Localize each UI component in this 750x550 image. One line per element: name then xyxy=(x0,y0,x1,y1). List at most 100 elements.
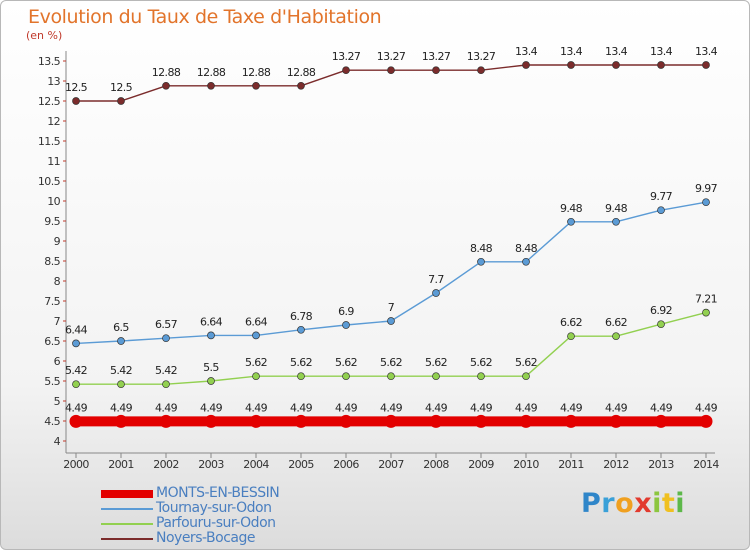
logo-letter: i xyxy=(675,488,686,519)
data-point xyxy=(117,97,125,105)
data-point xyxy=(432,372,440,381)
data-label: 4.49 xyxy=(515,401,538,414)
x-tick-label: 2007 xyxy=(378,458,404,471)
data-label: 6.44 xyxy=(65,323,88,336)
data-label: 6.62 xyxy=(605,316,627,329)
x-tick-label: 2012 xyxy=(603,458,629,471)
x-tick-label: 2009 xyxy=(468,458,494,471)
x-tick-label: 2013 xyxy=(648,458,674,471)
legend-item-monts-en-bessin: MONTS-EN-BESSIN xyxy=(101,485,361,501)
legend-swatch xyxy=(101,523,153,525)
data-label: 13.27 xyxy=(422,50,451,63)
data-label: 4.49 xyxy=(380,401,403,414)
data-label: 7 xyxy=(388,301,395,314)
data-point xyxy=(567,61,575,69)
logo-letter: P xyxy=(581,488,602,519)
data-point xyxy=(567,332,575,341)
data-label: 13.27 xyxy=(332,50,361,63)
data-point xyxy=(387,317,395,325)
y-tick-label: 4 xyxy=(54,435,61,448)
data-point xyxy=(297,81,305,90)
data-point xyxy=(159,414,173,428)
data-label: 13.4 xyxy=(560,45,583,58)
y-tick-label: 10 xyxy=(47,195,60,208)
data-point xyxy=(252,81,260,90)
data-label: 4.49 xyxy=(65,401,88,414)
data-point xyxy=(432,289,440,297)
proxiti-logo: Proxiti xyxy=(581,488,685,519)
x-tick-label: 2006 xyxy=(333,458,359,471)
data-label: 5.62 xyxy=(380,356,402,369)
data-label: 4.49 xyxy=(110,401,133,414)
chart-title: Evolution du Taux de Taxe d'Habitation xyxy=(28,6,382,28)
data-label: 4.49 xyxy=(200,401,223,414)
y-tick-label: 4.5 xyxy=(44,415,60,428)
data-point xyxy=(72,339,80,348)
data-point xyxy=(567,217,575,226)
data-label: 9.48 xyxy=(560,202,583,215)
data-label: 8.48 xyxy=(515,242,538,255)
data-point xyxy=(657,320,665,329)
logo-letter: i xyxy=(652,488,662,519)
data-point xyxy=(342,372,350,381)
data-point xyxy=(162,334,170,343)
y-tick-label: 9.5 xyxy=(44,215,60,228)
data-point xyxy=(72,380,80,389)
data-label: 4.49 xyxy=(695,401,718,414)
y-tick-label: 7 xyxy=(54,315,61,328)
data-point xyxy=(162,380,170,389)
data-label: 13.4 xyxy=(650,45,673,58)
logo-letter: r xyxy=(601,488,616,519)
data-point xyxy=(612,332,620,341)
x-tick-label: 2001 xyxy=(108,458,134,471)
y-tick-label: 11 xyxy=(47,155,60,168)
data-point xyxy=(252,372,260,381)
y-tick-label: 6.5 xyxy=(44,335,60,348)
x-tick-label: 2002 xyxy=(153,458,179,471)
data-label: 6.92 xyxy=(650,304,672,317)
data-label: 4.49 xyxy=(335,401,358,414)
data-label: 12.88 xyxy=(152,66,181,79)
y-tick-label: 5.5 xyxy=(44,375,60,388)
data-label: 4.49 xyxy=(290,401,313,414)
data-point xyxy=(207,331,215,340)
data-label: 5.62 xyxy=(335,356,357,369)
data-point xyxy=(702,308,710,317)
y-tick-label: 8.5 xyxy=(44,255,60,268)
data-point xyxy=(294,414,308,428)
data-point xyxy=(564,414,578,428)
data-point xyxy=(477,66,485,75)
data-point xyxy=(522,372,530,381)
data-label: 13.4 xyxy=(515,45,538,58)
data-label: 13.27 xyxy=(467,50,496,63)
data-point xyxy=(114,414,128,428)
y-tick-label: 13.5 xyxy=(38,55,61,68)
data-label: 12.88 xyxy=(197,66,226,79)
data-point xyxy=(432,66,440,75)
data-label: 4.49 xyxy=(245,401,268,414)
data-label: 13.4 xyxy=(695,45,718,58)
data-label: 13.4 xyxy=(605,45,628,58)
data-point xyxy=(612,217,620,226)
data-point xyxy=(699,414,713,428)
data-label: 8.48 xyxy=(470,242,493,255)
x-tick-label: 2010 xyxy=(513,458,539,471)
data-point xyxy=(162,81,170,90)
data-point xyxy=(297,325,305,334)
data-point xyxy=(522,257,530,266)
data-point xyxy=(657,61,665,69)
x-tick-label: 2004 xyxy=(243,458,269,471)
data-label: 5.62 xyxy=(425,356,447,369)
data-label: 4.49 xyxy=(470,401,493,414)
logo-letter: o xyxy=(615,488,635,519)
data-label: 9.48 xyxy=(605,202,628,215)
data-label: 12.5 xyxy=(65,81,88,94)
data-point xyxy=(657,206,665,215)
y-tick-label: 5 xyxy=(54,395,61,408)
data-label: 7.21 xyxy=(695,293,717,306)
data-label: 5.62 xyxy=(245,356,267,369)
legend-swatch xyxy=(101,508,153,510)
y-tick-label: 12 xyxy=(47,115,60,128)
data-point xyxy=(429,414,443,428)
